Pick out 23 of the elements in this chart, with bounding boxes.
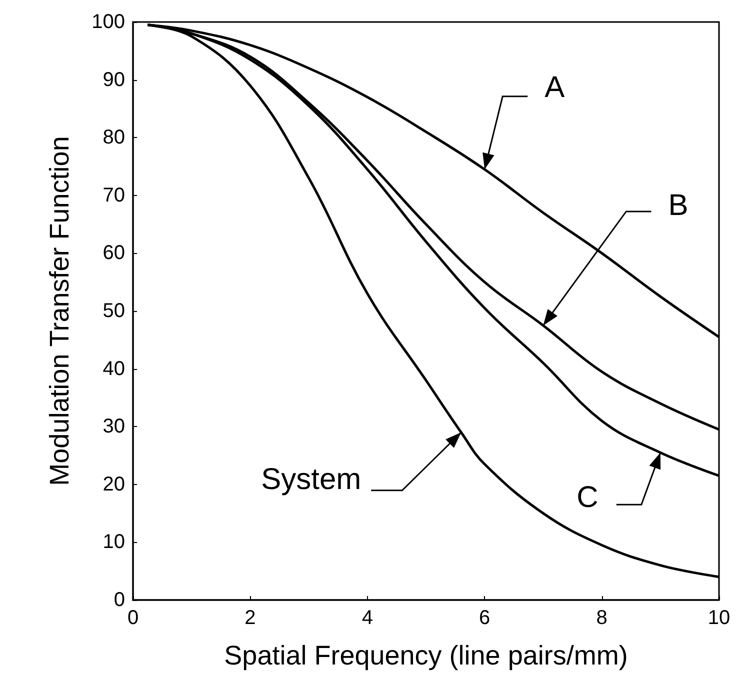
- x-axis-title: Spatial Frequency (line pairs/mm): [224, 640, 628, 670]
- y-tick-label: 20: [102, 473, 125, 496]
- x-tick-label: 8: [596, 607, 608, 629]
- y-tick-label: 60: [102, 242, 125, 264]
- x-tick-label: 10: [708, 607, 730, 629]
- y-tick-label: 40: [102, 358, 125, 380]
- x-tick-label: 2: [244, 607, 256, 629]
- y-tick-label: 30: [102, 416, 125, 438]
- y-axis-title: Modulation Transfer Function: [44, 136, 74, 486]
- y-tick-label: 0: [114, 589, 125, 611]
- y-tick-label: 70: [102, 184, 125, 206]
- annotation: C: [576, 481, 598, 514]
- annotation: System: [261, 462, 362, 496]
- annotation: B: [668, 188, 688, 222]
- x-tick-label: 4: [362, 607, 373, 629]
- x-tick-label: 0: [127, 607, 139, 629]
- y-tick-label: 10: [102, 531, 125, 554]
- annotation: A: [544, 70, 565, 104]
- y-tick-label: 100: [92, 11, 125, 33]
- y-tick-label: 90: [102, 68, 125, 91]
- y-tick-label: 50: [102, 300, 125, 322]
- y-tick-label: 80: [102, 126, 125, 149]
- x-tick-label: 6: [479, 607, 490, 629]
